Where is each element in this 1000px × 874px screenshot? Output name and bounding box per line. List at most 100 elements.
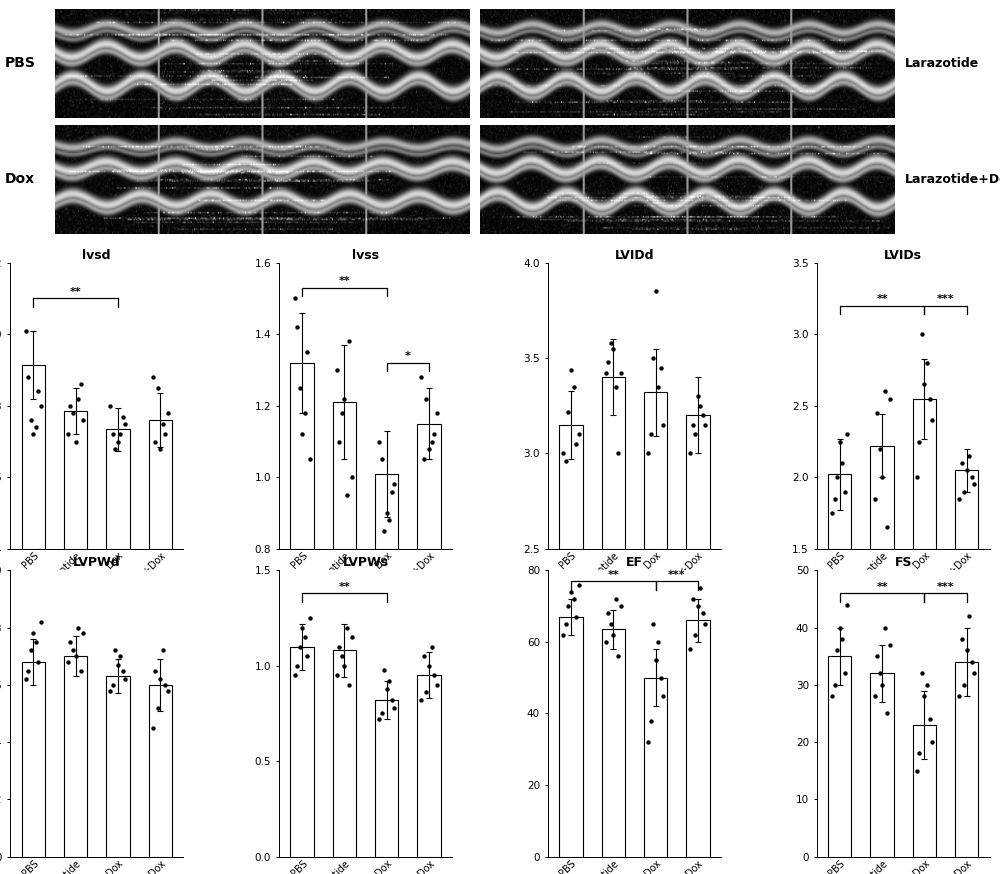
- Point: [294, 621, 310, 635]
- Point: [837, 485, 853, 499]
- Bar: [913, 399, 936, 549]
- Point: [685, 592, 701, 606]
- Point: [30, 655, 46, 669]
- Bar: [106, 676, 130, 857]
- Point: [568, 437, 584, 451]
- Point: [418, 392, 434, 406]
- Point: [959, 463, 975, 477]
- Text: **: **: [339, 582, 350, 592]
- Bar: [828, 475, 851, 549]
- Point: [613, 600, 629, 614]
- Bar: [290, 647, 314, 857]
- Point: [648, 653, 664, 667]
- Point: [155, 643, 171, 657]
- Bar: [375, 700, 398, 857]
- Point: [302, 453, 318, 467]
- Point: [145, 721, 161, 735]
- Point: [966, 477, 982, 491]
- Point: [571, 578, 587, 592]
- Point: [424, 640, 440, 654]
- Point: [964, 655, 980, 669]
- Point: [922, 392, 938, 406]
- Point: [421, 441, 437, 455]
- Text: ***: ***: [937, 582, 954, 592]
- Point: [384, 485, 400, 499]
- Point: [829, 470, 845, 484]
- Point: [653, 361, 669, 375]
- Point: [150, 381, 166, 395]
- Point: [827, 678, 843, 692]
- Point: [297, 630, 313, 644]
- Point: [877, 385, 893, 399]
- Point: [379, 682, 395, 696]
- Point: [954, 632, 970, 646]
- Bar: [290, 363, 314, 549]
- Point: [697, 418, 713, 432]
- Bar: [333, 402, 356, 549]
- Point: [150, 701, 166, 715]
- Point: [157, 678, 173, 692]
- Point: [909, 764, 925, 778]
- Point: [951, 690, 967, 704]
- Title: FS: FS: [895, 556, 912, 569]
- Point: [598, 635, 614, 649]
- Bar: [602, 629, 625, 857]
- Point: [867, 690, 883, 704]
- Point: [697, 617, 713, 631]
- Point: [152, 672, 168, 686]
- Bar: [22, 662, 45, 857]
- Title: LVPWs: LVPWs: [343, 556, 389, 569]
- Point: [23, 643, 39, 657]
- Point: [344, 630, 360, 644]
- Point: [30, 385, 46, 399]
- Point: [105, 427, 121, 441]
- Point: [110, 434, 126, 448]
- Point: [600, 355, 616, 369]
- Point: [73, 378, 89, 392]
- Point: [560, 405, 576, 419]
- Point: [916, 378, 932, 392]
- Point: [336, 392, 352, 406]
- Point: [869, 406, 885, 420]
- Point: [555, 628, 571, 642]
- Point: [956, 678, 972, 692]
- Text: **: **: [70, 287, 81, 297]
- Point: [115, 410, 131, 424]
- Point: [566, 592, 582, 606]
- Point: [75, 627, 91, 641]
- Point: [102, 399, 118, 413]
- Point: [879, 706, 895, 720]
- Bar: [686, 415, 710, 549]
- Point: [566, 379, 582, 393]
- Point: [384, 693, 400, 707]
- Point: [824, 506, 840, 520]
- Point: [386, 477, 402, 491]
- Point: [331, 434, 347, 448]
- Point: [331, 640, 347, 654]
- Point: [376, 524, 392, 538]
- Point: [834, 456, 850, 470]
- Bar: [106, 429, 130, 549]
- Point: [834, 632, 850, 646]
- Bar: [417, 424, 441, 549]
- Point: [829, 643, 845, 657]
- Point: [837, 666, 853, 680]
- Bar: [644, 677, 667, 857]
- Point: [341, 335, 357, 349]
- Point: [429, 406, 445, 420]
- Point: [341, 678, 357, 692]
- Point: [379, 506, 395, 520]
- Point: [914, 666, 930, 680]
- Point: [839, 427, 855, 441]
- Bar: [64, 656, 87, 857]
- Point: [961, 449, 977, 463]
- Point: [961, 609, 977, 623]
- Point: [65, 406, 81, 420]
- Point: [287, 292, 303, 306]
- Text: **: **: [607, 570, 619, 579]
- Point: [911, 746, 927, 760]
- Point: [922, 712, 938, 726]
- Point: [381, 513, 397, 527]
- Point: [882, 638, 898, 652]
- Point: [145, 371, 161, 385]
